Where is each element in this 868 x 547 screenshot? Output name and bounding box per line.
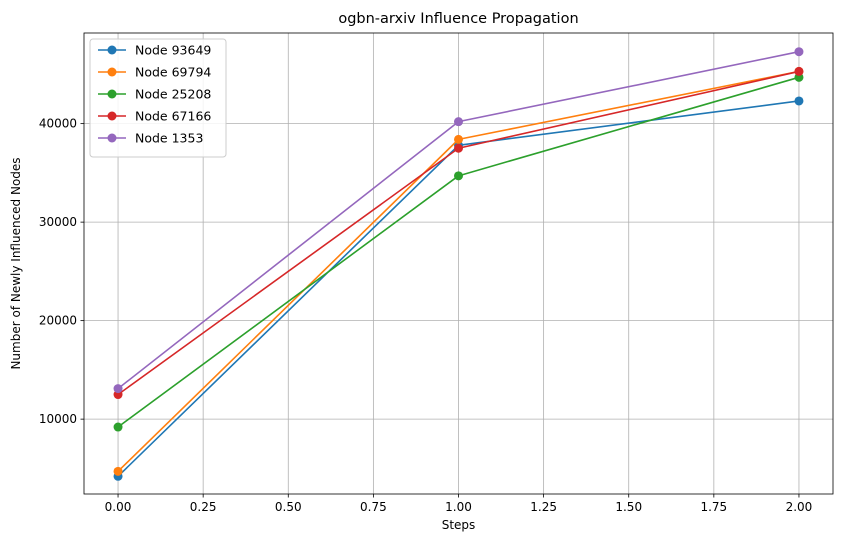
y-axis-ticks: 10000 20000 30000 40000 xyxy=(39,117,84,426)
data-point xyxy=(454,134,463,144)
x-tick-label: 1.75 xyxy=(700,500,727,514)
y-tick-label: 30000 xyxy=(39,215,77,229)
data-point xyxy=(113,466,123,476)
x-tick-label: 0.50 xyxy=(275,500,302,514)
x-tick-label: 0.75 xyxy=(360,500,387,514)
data-point xyxy=(794,96,804,106)
x-axis-ticks: 0.00 0.25 0.50 0.75 1.00 1.25 1.50 1.75 2.00 xyxy=(105,494,813,514)
x-tick-label: 1.50 xyxy=(615,500,642,514)
legend: Node 93649 Node 69794 Node 25208 Node 67166… xyxy=(89,38,227,158)
data-point xyxy=(454,171,463,181)
y-tick-label: 20000 xyxy=(39,314,77,328)
data-point xyxy=(454,117,463,127)
data-point xyxy=(454,143,463,153)
legend-marker xyxy=(107,67,117,77)
x-tick-label: 1.00 xyxy=(445,500,472,514)
x-tick-label: 2.00 xyxy=(786,500,813,514)
legend-label: Node 25208 xyxy=(135,87,211,102)
x-tick-label: 0.25 xyxy=(190,500,217,514)
legend-marker xyxy=(107,133,117,143)
data-point xyxy=(794,47,804,57)
legend-label: Node 1353 xyxy=(135,131,203,146)
legend-label: Node 69794 xyxy=(135,65,211,80)
y-axis-title: Number of Newly Influenced Nodes xyxy=(9,157,23,369)
legend-box xyxy=(89,38,227,158)
x-tick-label: 1.25 xyxy=(530,500,557,514)
data-point xyxy=(113,384,123,394)
legend-label: Node 93649 xyxy=(135,43,211,58)
legend-marker xyxy=(107,89,117,99)
data-point xyxy=(113,422,123,432)
x-axis-title: Steps xyxy=(442,518,476,532)
chart-title: ogbn-arxiv Influence Propagation xyxy=(338,11,578,27)
y-tick-label: 40000 xyxy=(39,117,77,131)
y-tick-label: 10000 xyxy=(39,412,77,426)
legend-marker xyxy=(107,111,117,121)
legend-marker xyxy=(107,45,117,55)
x-tick-label: 0.00 xyxy=(105,500,132,514)
series-group xyxy=(113,47,804,481)
data-point xyxy=(794,66,804,76)
grid-lines xyxy=(84,33,833,494)
legend-label: Node 67166 xyxy=(135,109,211,124)
